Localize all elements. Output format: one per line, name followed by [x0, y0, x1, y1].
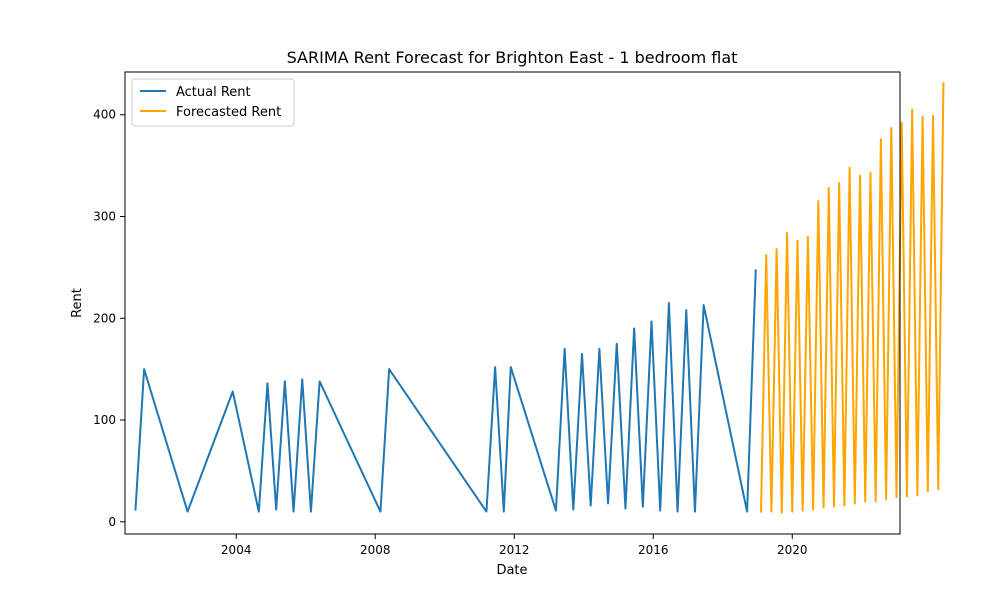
chart-title: SARIMA Rent Forecast for Brighton East -… [287, 48, 738, 67]
y-axis-label: Rent [70, 288, 85, 318]
series-line-forecasted-rent [759, 82, 945, 514]
x-axis: 2004 2008 2012 2016 2020 [221, 534, 808, 557]
y-tick-label: 0 [108, 515, 116, 529]
legend: Actual Rent Forecasted Rent [131, 78, 295, 127]
legend-label-actual-rent: Actual Rent [176, 85, 251, 100]
y-tick-label: 300 [93, 210, 116, 224]
x-tick-label: 2016 [638, 543, 669, 557]
y-tick-label: 400 [93, 108, 116, 122]
series-layer [134, 82, 945, 514]
x-tick-label: 2008 [360, 543, 391, 557]
y-tick-label: 100 [93, 413, 116, 427]
y-tick-label: 200 [93, 311, 116, 325]
series-line-actual-rent [134, 269, 757, 513]
y-axis: 0 100 200 300 400 [93, 108, 125, 529]
x-axis-label: Date [496, 563, 527, 578]
x-tick-label: 2020 [777, 543, 808, 557]
legend-label-forecasted-rent: Forecasted Rent [176, 105, 281, 120]
x-tick-label: 2012 [499, 543, 530, 557]
plot-frame [124, 71, 901, 535]
legend-box [131, 78, 295, 127]
x-tick-label: 2004 [221, 543, 252, 557]
